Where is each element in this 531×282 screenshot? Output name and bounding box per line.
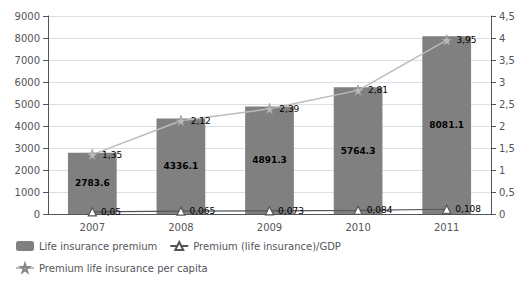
svg-text:7000: 7000 bbox=[15, 55, 40, 66]
svg-text:2000: 2000 bbox=[15, 165, 40, 176]
svg-text:2010: 2010 bbox=[345, 222, 370, 233]
svg-text:3000: 3000 bbox=[15, 143, 40, 154]
svg-text:1,35: 1,35 bbox=[102, 150, 122, 160]
svg-text:0,084: 0,084 bbox=[367, 205, 393, 215]
svg-text:4000: 4000 bbox=[15, 121, 40, 132]
svg-text:5764.3: 5764.3 bbox=[341, 146, 376, 156]
svg-text:3,95: 3,95 bbox=[457, 35, 477, 45]
svg-text:8000: 8000 bbox=[15, 33, 40, 44]
svg-text:Premium (life insurance)/GDP: Premium (life insurance)/GDP bbox=[193, 241, 341, 252]
svg-text:4: 4 bbox=[499, 33, 505, 44]
svg-text:1,5: 1,5 bbox=[499, 143, 515, 154]
svg-text:0: 0 bbox=[499, 209, 505, 220]
svg-text:2009: 2009 bbox=[257, 222, 282, 233]
svg-text:Premium life insurance per cap: Premium life insurance per capita bbox=[39, 263, 208, 274]
svg-text:1000: 1000 bbox=[15, 187, 40, 198]
svg-text:0,05: 0,05 bbox=[101, 207, 121, 217]
svg-text:2,39: 2,39 bbox=[279, 104, 299, 114]
svg-text:1: 1 bbox=[499, 165, 505, 176]
svg-text:2,81: 2,81 bbox=[368, 85, 388, 95]
svg-text:3,5: 3,5 bbox=[499, 55, 515, 66]
svg-text:2008: 2008 bbox=[168, 222, 193, 233]
svg-text:4336.1: 4336.1 bbox=[164, 161, 199, 171]
svg-text:0,108: 0,108 bbox=[455, 204, 481, 214]
svg-text:0,5: 0,5 bbox=[499, 187, 515, 198]
svg-text:2011: 2011 bbox=[434, 222, 459, 233]
svg-text:2007: 2007 bbox=[80, 222, 105, 233]
svg-text:8081.1: 8081.1 bbox=[429, 120, 464, 130]
svg-text:2: 2 bbox=[499, 121, 505, 132]
svg-text:4,5: 4,5 bbox=[499, 11, 515, 22]
svg-text:6000: 6000 bbox=[15, 77, 40, 88]
svg-text:2,5: 2,5 bbox=[499, 99, 515, 110]
svg-text:9000: 9000 bbox=[15, 11, 40, 22]
svg-text:0,065: 0,065 bbox=[190, 206, 216, 216]
svg-text:Life insurance premium: Life insurance premium bbox=[39, 241, 157, 252]
svg-text:5000: 5000 bbox=[15, 99, 40, 110]
svg-text:3: 3 bbox=[499, 77, 505, 88]
svg-text:2783.6: 2783.6 bbox=[75, 178, 110, 188]
svg-text:0: 0 bbox=[34, 209, 40, 220]
svg-text:4891.3: 4891.3 bbox=[252, 155, 287, 165]
svg-text:0,073: 0,073 bbox=[278, 206, 304, 216]
svg-text:2,12: 2,12 bbox=[191, 116, 211, 126]
